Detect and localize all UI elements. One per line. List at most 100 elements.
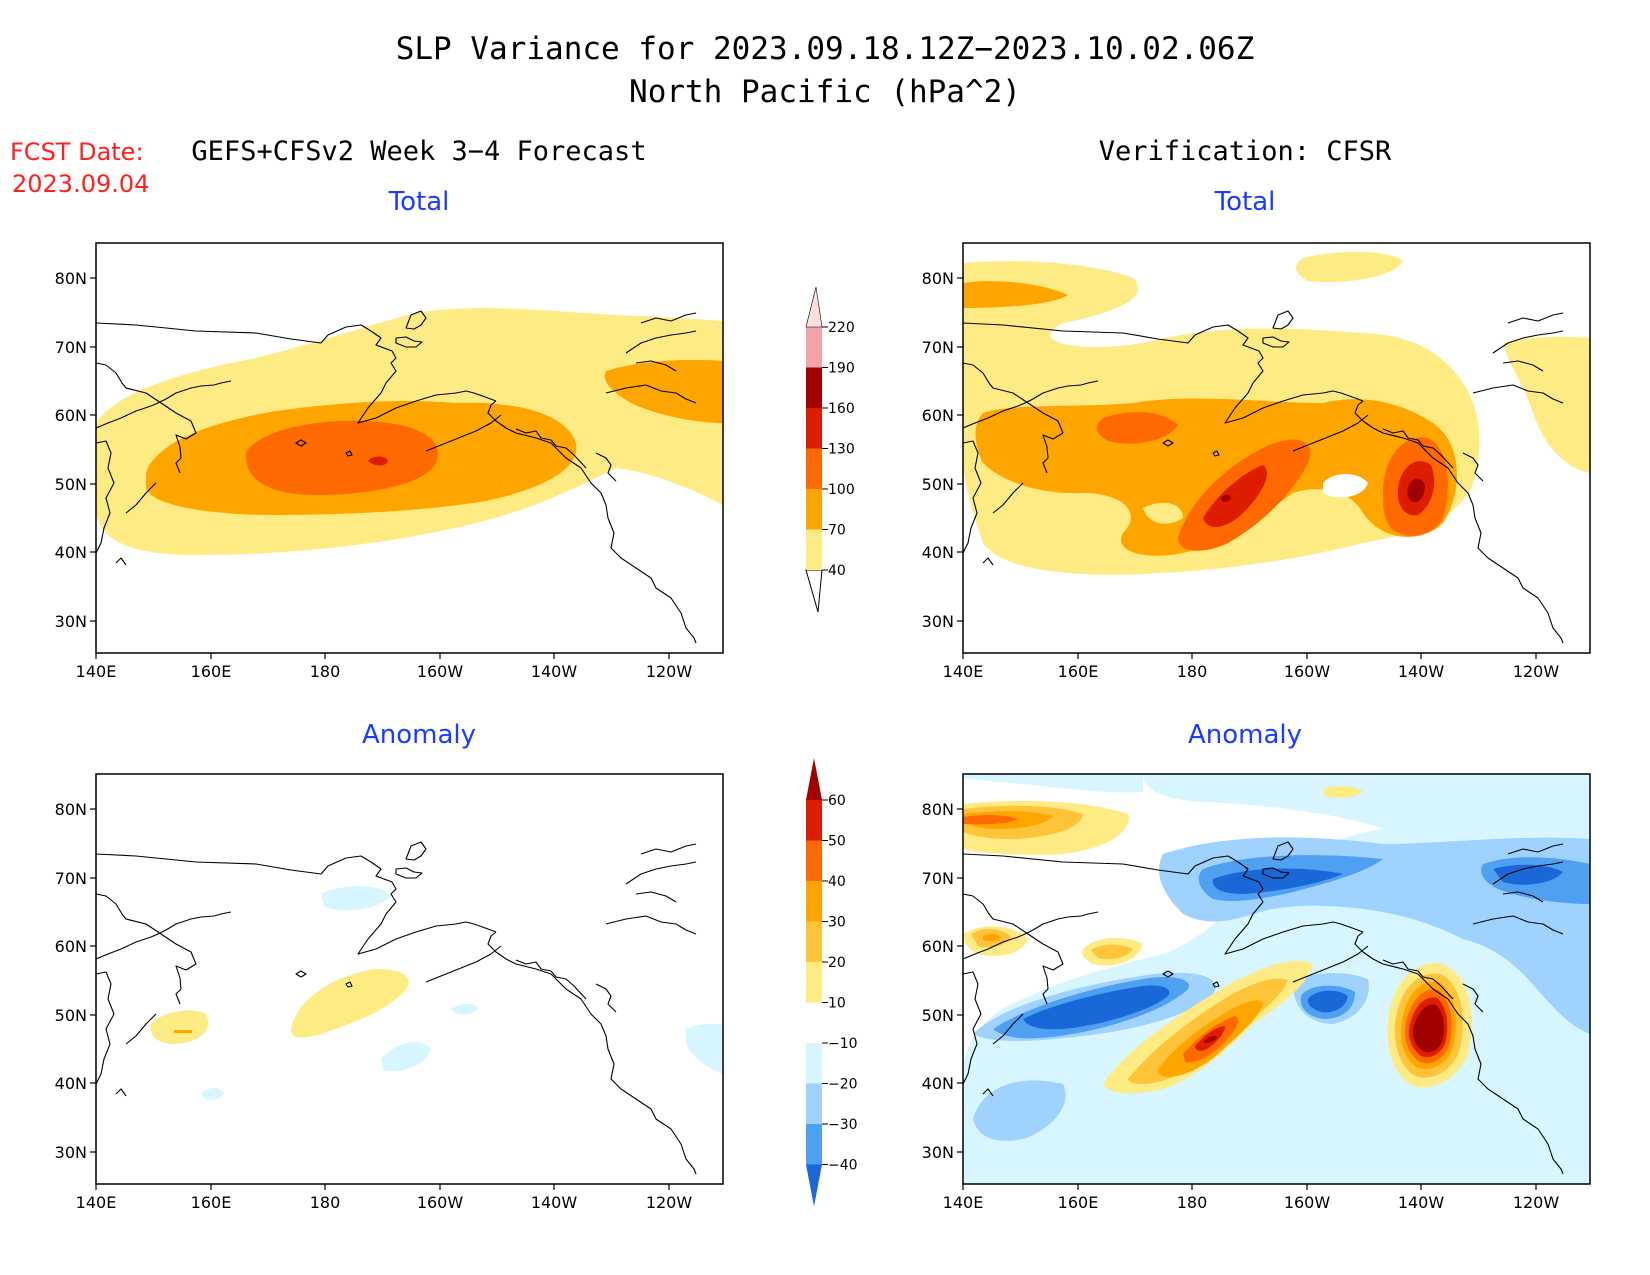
colorbar-total: 40 70 100 130 160 190 220: [805, 286, 855, 613]
colorbar-anomaly-label: 40: [828, 874, 846, 890]
shade-neg10-sw: [201, 1088, 224, 1100]
colorbar-anomaly-swatch: [806, 881, 822, 922]
colorbar-total-swatch: [806, 327, 822, 368]
colorbar-anomaly-label: −40: [828, 1158, 858, 1174]
colorbar-anomaly-label: −20: [828, 1077, 858, 1093]
lat-tick-label: 70N: [922, 338, 954, 357]
lon-tick-label: 160E: [1058, 1193, 1099, 1212]
shade-10-west: [150, 1010, 209, 1044]
shade-neg10-small: [451, 1003, 478, 1015]
lon-tick-label: 160W: [1284, 1193, 1331, 1212]
shade-neg10-east: [686, 1023, 723, 1074]
shade-130-ridge: [1203, 465, 1267, 528]
lon-tick-label: 160W: [417, 662, 464, 681]
colorbar-anomaly-high-triangle: [806, 758, 822, 800]
lon-tick-label: 140W: [1398, 1193, 1445, 1212]
shade-neg10-center: [381, 1041, 431, 1072]
shade-70: [975, 398, 1457, 556]
figure-title-line1: SLP Variance for 2023.09.18.12Z−2023.10.…: [396, 31, 1255, 67]
lon-tick-label: 160W: [417, 1193, 464, 1212]
column-header-forecast: GEFS+CFSv2 Week 3−4 Forecast: [191, 136, 646, 167]
colorbar-anomaly-swatch: [806, 800, 822, 841]
map-forecast-anomaly: [95, 773, 724, 1185]
shade-40-north: [1296, 251, 1403, 283]
panel-title-verification-anomaly: Anomaly: [1188, 720, 1302, 750]
colorbar-anomaly: 60 50 40 30 20 10 −10 −20 −30 −40: [806, 758, 858, 1207]
shade-60-east: [1412, 1004, 1444, 1053]
panel-title-forecast-total: Total: [388, 187, 450, 217]
colorbar-anomaly-swatch: [806, 840, 822, 881]
lon-tick-label: 180: [310, 662, 341, 681]
lon-tick-label: 120W: [646, 662, 693, 681]
shade-40-nw: [963, 814, 1018, 825]
colorbar-total-high-triangle: [805, 286, 823, 328]
colorbar-anomaly-swatch: [806, 962, 822, 1003]
colorbar-total-swatch: [806, 529, 822, 570]
lon-tick-label: 140W: [531, 662, 578, 681]
map-verification-anomaly: [962, 773, 1591, 1185]
lat-tick-label: 70N: [55, 338, 87, 357]
lat-tick-label: 80N: [55, 269, 87, 288]
colorbar-total-label: 130: [828, 442, 855, 458]
lat-tick-label: 40N: [55, 1074, 87, 1093]
lat-tick-label: 60N: [922, 937, 954, 956]
panel-title-verification-total: Total: [1214, 187, 1276, 217]
colorbar-total-swatch: [806, 408, 822, 449]
lat-tick-label: 60N: [55, 937, 87, 956]
lat-tick-label: 80N: [922, 800, 954, 819]
lon-tick-label: 160E: [1058, 662, 1099, 681]
colorbar-total-swatch: [806, 448, 822, 489]
shade-neg40-ne: [1493, 864, 1563, 885]
lon-tick-label: 160E: [191, 662, 232, 681]
lat-tick-label: 50N: [55, 1006, 87, 1025]
lon-tick-label: 120W: [646, 1193, 693, 1212]
lon-tick-label: 140E: [943, 1193, 984, 1212]
colorbar-total-label: 220: [828, 320, 855, 336]
panel-title-forecast-anomaly: Anomaly: [362, 720, 476, 750]
lat-tick-label: 70N: [922, 869, 954, 888]
lon-tick-label: 120W: [1513, 662, 1560, 681]
column-header-verification: Verification: CFSR: [1099, 136, 1392, 167]
lon-tick-label: 160E: [191, 1193, 232, 1212]
shade-neg40: [1212, 868, 1343, 894]
fcst-date-label: FCST Date:: [10, 138, 144, 166]
colorbar-total-swatch: [806, 489, 822, 530]
lon-tick-label: 140W: [1398, 662, 1445, 681]
colorbar-anomaly-label: −10: [828, 1036, 858, 1052]
lat-tick-label: 50N: [922, 475, 954, 494]
map-verification-total: [962, 242, 1591, 654]
colorbar-anomaly-swatch: [806, 1124, 822, 1165]
colorbar-total-low-triangle: [805, 569, 823, 613]
lat-tick-label: 30N: [922, 1143, 954, 1162]
shade-160-east: [1407, 478, 1425, 503]
axes-layer: 140E 160E 180 160W 140W 120W 80N 70N 60N 50N 40N 30…: [55, 269, 1560, 1212]
lon-tick-label: 180: [1177, 662, 1208, 681]
colorbar-anomaly-label: 60: [828, 793, 846, 809]
shade-60-ridge: [1203, 1035, 1217, 1043]
colorbar-anomaly-label: −30: [828, 1117, 858, 1133]
shade-neg20-south: [973, 1080, 1066, 1141]
lon-tick-label: 180: [310, 1193, 341, 1212]
lon-tick-label: 140E: [76, 662, 117, 681]
colorbar-anomaly-low-triangle: [806, 1164, 822, 1207]
colorbar-total-label: 70: [828, 523, 846, 539]
lon-tick-label: 140E: [943, 662, 984, 681]
colorbar-total-label: 40: [828, 563, 846, 579]
shade-10-center: [291, 969, 409, 1038]
colorbar-anomaly-swatch: [806, 921, 822, 962]
lat-tick-label: 40N: [55, 543, 87, 562]
shade-neg40-west: [1023, 985, 1170, 1030]
shade-20-dash: [174, 1030, 192, 1033]
colorbar-anomaly-label: 30: [828, 915, 846, 931]
shade-160-ridge: [1221, 494, 1231, 502]
figure-title-line2: North Pacific (hPa^2): [629, 74, 1021, 110]
shade-neg40-center: [1307, 990, 1348, 1013]
lat-tick-label: 40N: [922, 1074, 954, 1093]
shade-20-w2: [1091, 944, 1133, 960]
colorbar-anomaly-swatch: [806, 1002, 822, 1043]
lon-tick-label: 120W: [1513, 1193, 1560, 1212]
lon-tick-label: 160W: [1284, 662, 1331, 681]
white-hole-2: [1143, 502, 1183, 524]
shade-100: [245, 420, 438, 495]
